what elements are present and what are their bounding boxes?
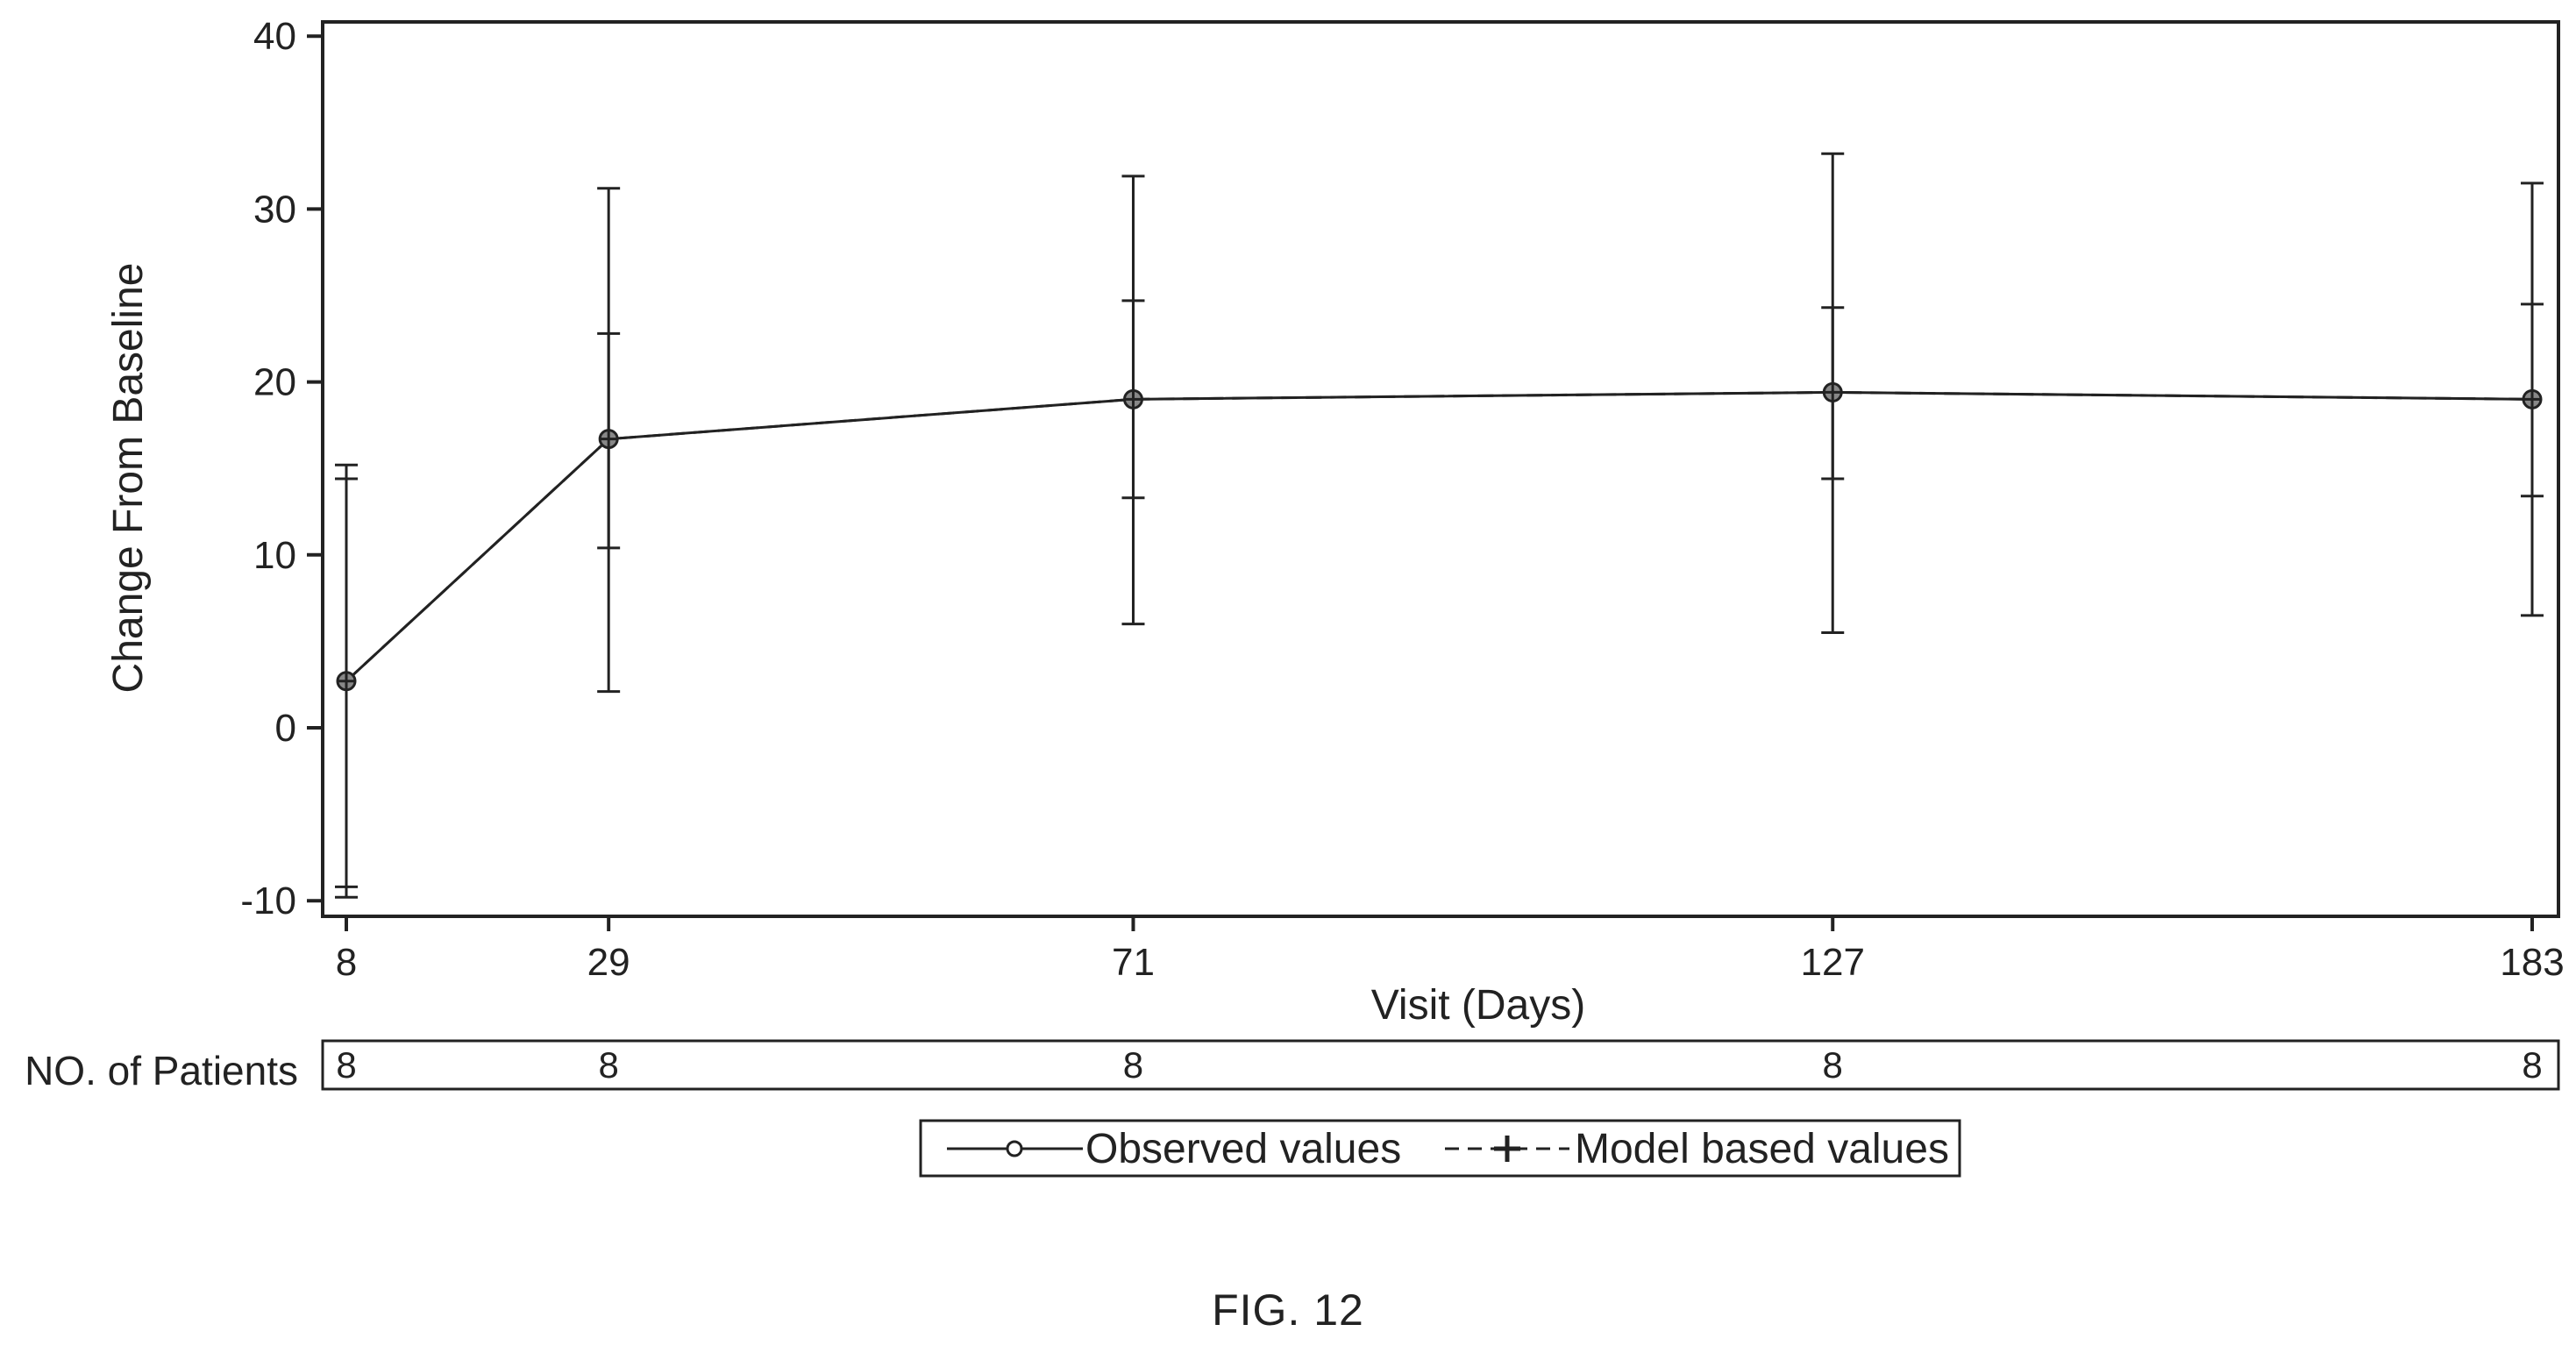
patients-count: 8: [1123, 1044, 1143, 1086]
y-ticks: -10 0 10 20 30 40: [240, 15, 323, 922]
series-line-observed: [345, 390, 2533, 682]
legend-model-label: Model based values: [1575, 1126, 1949, 1172]
x-tick-label: 8: [336, 941, 357, 984]
x-tick-label: 71: [1112, 941, 1155, 984]
patients-count: 8: [1823, 1044, 1843, 1086]
series-lines: [345, 390, 2533, 682]
x-tick-label: 29: [587, 941, 630, 984]
patients-counts: 8 8 8 8 8: [336, 1044, 2542, 1086]
model-point: [2524, 391, 2540, 408]
y-axis-title: Change From Baseline: [105, 263, 152, 694]
patients-count: 8: [598, 1044, 618, 1086]
legend-box: [919, 1119, 1961, 1178]
patients-row: NO. of Patients 8 8 8 8 8: [25, 1039, 2560, 1093]
model-point: [601, 431, 617, 447]
model-point: [1825, 384, 1841, 401]
figure-caption: FIG. 12: [1212, 1285, 1364, 1335]
y-tick-label: 30: [253, 188, 296, 231]
x-ticks: 8 29 71 127 183: [336, 916, 2565, 984]
plot-frame: [321, 20, 2560, 918]
y-tick-label: 10: [253, 534, 296, 577]
data-points: [336, 381, 2543, 692]
patients-count: 8: [336, 1044, 356, 1086]
y-tick-label: 40: [253, 15, 296, 58]
x-axis: Visit (Days): [1371, 982, 1585, 1029]
patients-count: 8: [2522, 1044, 2542, 1086]
patients-label: NO. of Patients: [25, 1048, 298, 1093]
x-tick-label: 183: [2500, 941, 2564, 984]
y-axis: Change From Baseline: [105, 263, 152, 694]
legend-model-marker: [1494, 1136, 1520, 1162]
y-tick-label: 0: [275, 707, 296, 750]
model-point: [1125, 391, 1142, 408]
legend-observed-marker: [1006, 1140, 1023, 1157]
series-line-model: [345, 390, 2533, 682]
x-axis-title: Visit (Days): [1371, 982, 1585, 1029]
error-bars: [335, 152, 2544, 899]
model-point: [338, 673, 354, 689]
x-tick-label: 127: [1801, 941, 1865, 984]
y-tick-label: 20: [253, 361, 296, 404]
legend-observed-label: Observed values: [1085, 1126, 1401, 1172]
y-tick-label: -10: [240, 879, 296, 922]
patients-box: [321, 1039, 2560, 1091]
legend: Observed values Model based values: [919, 1119, 1961, 1178]
